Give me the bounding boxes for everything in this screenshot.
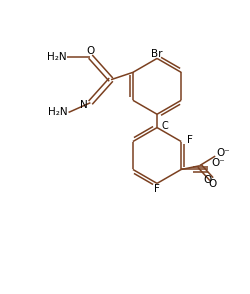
Text: F: F — [154, 184, 159, 194]
Text: O: O — [203, 175, 211, 186]
Text: H₂N: H₂N — [48, 107, 67, 117]
Text: F: F — [186, 135, 192, 145]
Text: O: O — [208, 178, 216, 188]
Text: O⁻: O⁻ — [211, 158, 224, 168]
Text: Br: Br — [151, 49, 162, 59]
Text: N: N — [80, 100, 87, 110]
Text: C: C — [161, 121, 168, 131]
Text: H₂N: H₂N — [46, 52, 66, 62]
Text: O⁻: O⁻ — [216, 148, 229, 158]
Text: O: O — [86, 46, 94, 56]
